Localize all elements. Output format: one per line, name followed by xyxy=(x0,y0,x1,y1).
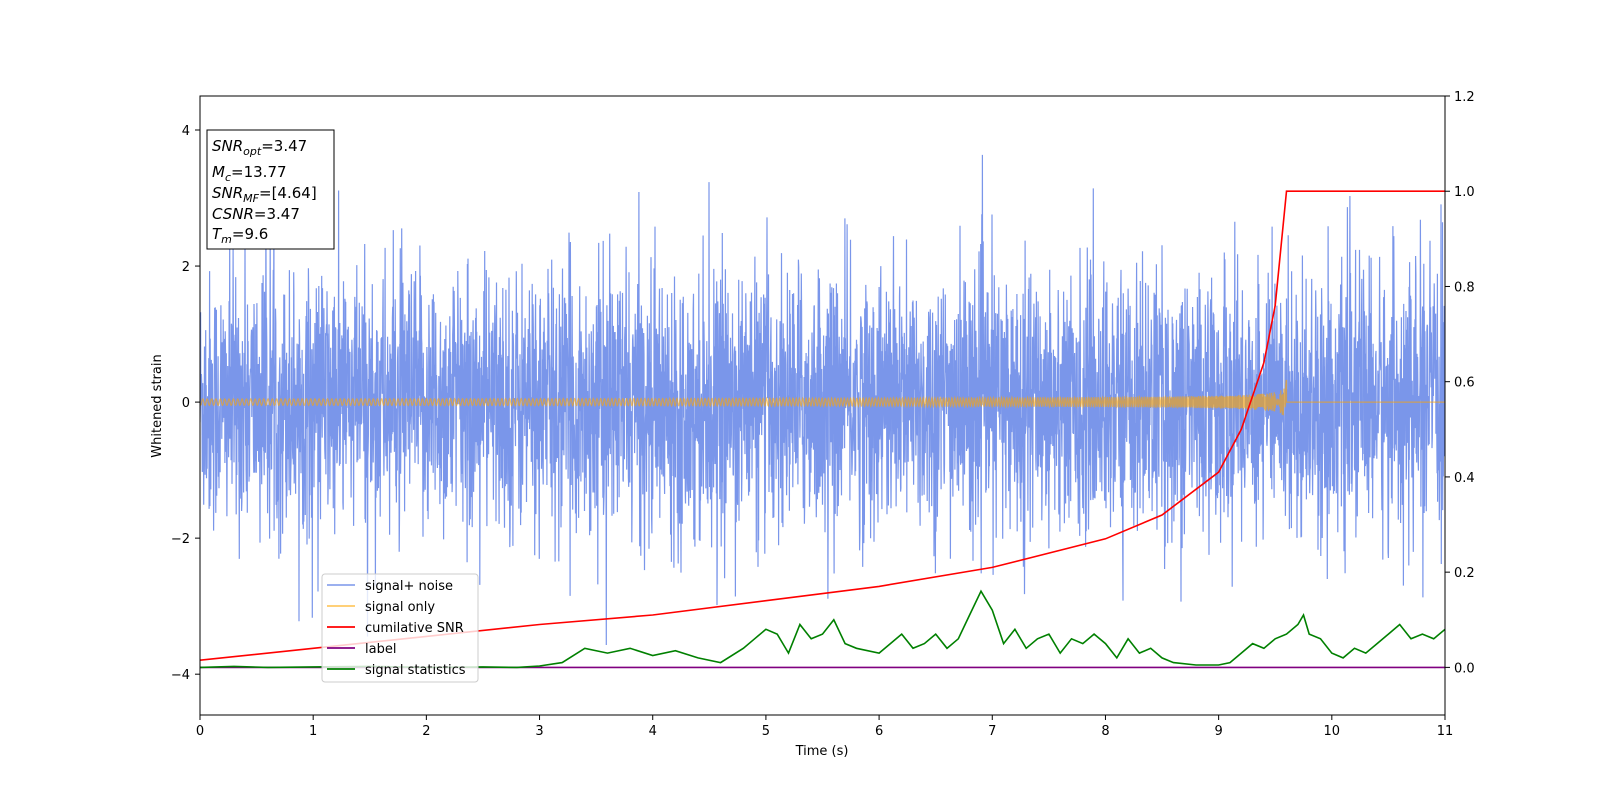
plot-frame xyxy=(199,95,1446,716)
info-snr-opt: SNRopt=3.47 xyxy=(212,137,307,158)
legend-label-signal-noise: signal+ noise xyxy=(365,579,453,594)
x-tick-label: 10 xyxy=(1324,724,1341,739)
x-tick-label: 9 xyxy=(1214,724,1222,739)
x-tick-label: 3 xyxy=(535,724,543,739)
x-axis-label: Time (s) xyxy=(795,744,849,759)
y-right-tick-label: 1.2 xyxy=(1454,90,1475,105)
info-box: SNRopt=3.47 Mc=13.77 SNRMF=[4.64] CSNR=3… xyxy=(206,129,335,250)
x-tick-label: 8 xyxy=(1101,724,1109,739)
info-box-frame xyxy=(206,129,335,250)
x-tick-label: 0 xyxy=(196,724,204,739)
y-right-tick-label: 0.8 xyxy=(1454,280,1475,295)
legend-label-cumulative-snr: cumilative SNR xyxy=(365,621,464,636)
info-mc: Mc=13.77 xyxy=(212,163,287,184)
y-left-tick-label: 4 xyxy=(182,124,190,139)
legend-label-label: label xyxy=(365,642,396,657)
x-tick-label: 6 xyxy=(875,724,883,739)
x-tick-label: 11 xyxy=(1437,724,1454,739)
y-right-tick-label: 0.2 xyxy=(1454,566,1475,581)
y-right-tick-label: 0.4 xyxy=(1454,471,1475,486)
y-axis-label: Whitened strain xyxy=(150,354,165,457)
y-left-tick-label: 2 xyxy=(182,260,190,275)
y-left-tick-label: 0 xyxy=(182,396,190,411)
x-tick-label: 4 xyxy=(649,724,657,739)
y-right-tick-label: 0.0 xyxy=(1454,661,1475,676)
y-left-tick-label: −2 xyxy=(171,532,190,547)
x-tick-label: 7 xyxy=(988,724,996,739)
x-tick-label: 2 xyxy=(422,724,430,739)
info-csnr: CSNR=3.47 xyxy=(212,205,300,223)
y-left-tick-label: −4 xyxy=(171,668,190,683)
x-tick-label: 5 xyxy=(762,724,770,739)
series-signal-statistics xyxy=(200,589,1445,669)
info-tm: Tm=9.6 xyxy=(212,225,268,246)
series-signal-noise xyxy=(200,154,1445,646)
x-tick-label: 1 xyxy=(309,724,317,739)
legend-label-signal-statistics: signal statistics xyxy=(365,663,466,678)
y-right-tick-label: 0.6 xyxy=(1454,376,1475,391)
legend: signal+ noise signal only cumilative SNR… xyxy=(321,573,479,683)
legend-label-signal-only: signal only xyxy=(365,600,435,615)
y-right-tick-label: 1.0 xyxy=(1454,185,1475,200)
legend-frame xyxy=(321,573,479,683)
series-signal-only xyxy=(200,379,1445,416)
info-snr-mf: SNRMF=[4.64] xyxy=(212,184,317,205)
series-cumulative-snr xyxy=(200,190,1445,661)
